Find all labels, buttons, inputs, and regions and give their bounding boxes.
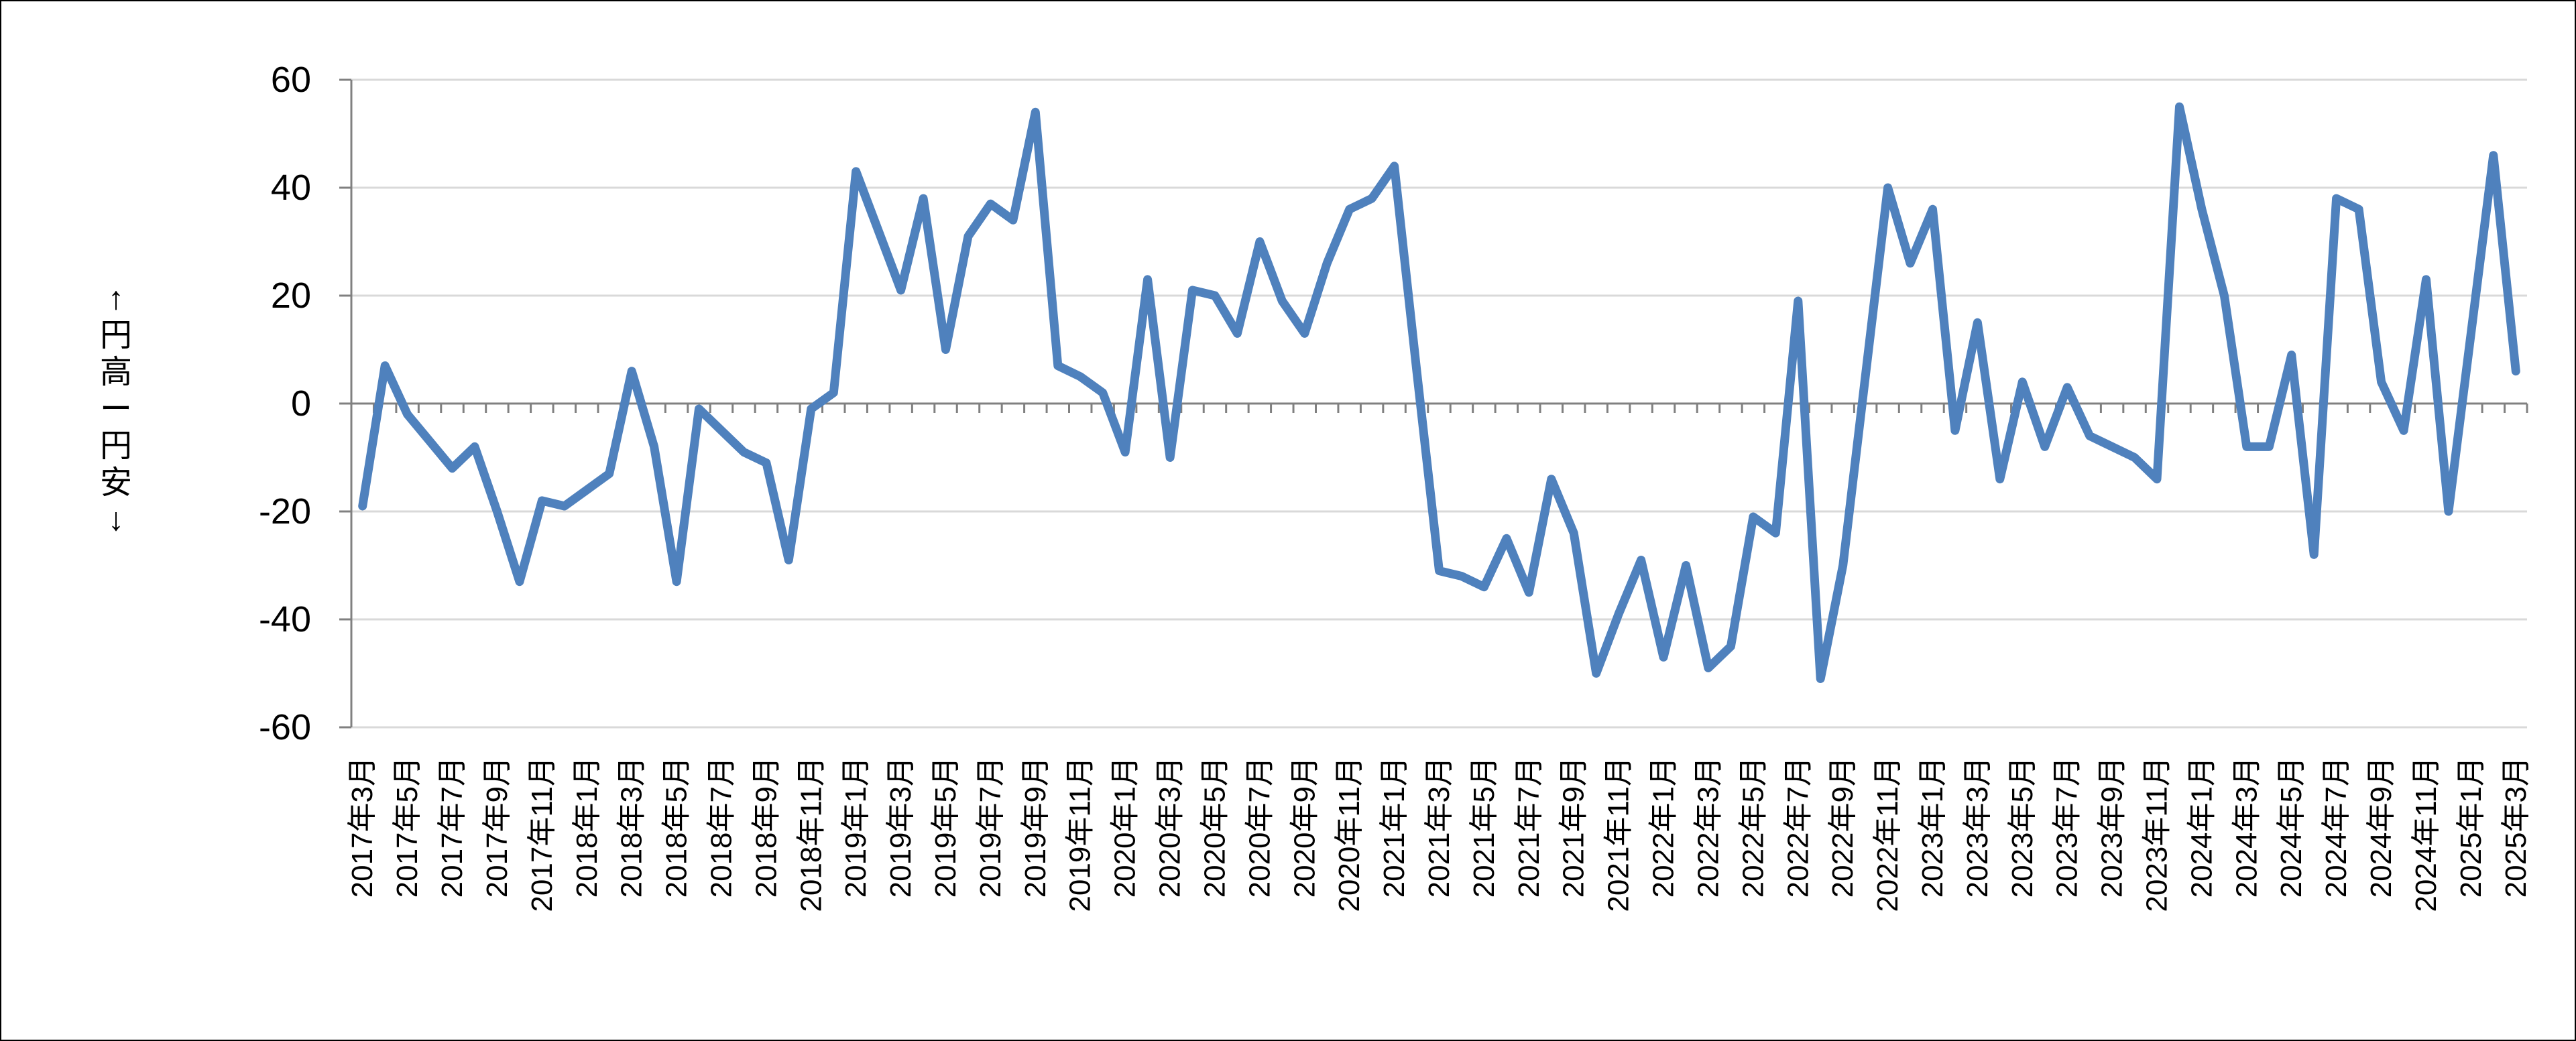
x-tick-label: 2021年7月 [1513, 757, 1545, 898]
x-tick-label: 2017年5月 [391, 757, 424, 898]
x-tick-label: 2024年7月 [2320, 757, 2353, 898]
x-tick-label: 2019年3月 [884, 757, 917, 898]
y-tick-label: 0 [291, 383, 311, 424]
x-tick-label: 2021年9月 [1558, 757, 1590, 898]
x-tick-label: 2018年11月 [795, 757, 827, 912]
x-tick-label: 2021年11月 [1602, 757, 1635, 912]
y-tick-label: 60 [271, 60, 311, 100]
x-tick-label: 2018年3月 [616, 757, 648, 898]
x-tick-label: 2022年5月 [1737, 757, 1769, 898]
x-tick-label: 2018年1月 [571, 757, 603, 898]
x-tick-label: 2023年3月 [1961, 757, 1994, 898]
x-tick-label: 2022年11月 [1871, 757, 1904, 912]
x-tick-label: 2024年11月 [2410, 757, 2443, 912]
x-tick-label: 2023年9月 [2096, 757, 2129, 898]
x-tick-label: 2018年5月 [660, 757, 693, 898]
y-tick-label: 20 [271, 275, 311, 316]
x-tick-label: 2018年7月 [705, 757, 738, 898]
x-tick-label: 2020年9月 [1288, 757, 1321, 898]
x-tick-label: 2017年7月 [436, 757, 469, 898]
x-tick-label: 2022年1月 [1647, 757, 1680, 898]
x-tick-label: 2020年11月 [1333, 757, 1366, 912]
x-tick-label: 2023年1月 [1916, 757, 1949, 898]
x-tick-label: 2025年1月 [2455, 757, 2487, 898]
x-tick-label: 2021年5月 [1468, 757, 1501, 898]
x-tick-label: 2020年1月 [1109, 757, 1142, 898]
x-tick-label: 2017年3月 [346, 757, 379, 898]
y-axis-title: ↑円高ー円安↓ [99, 281, 132, 538]
x-tick-label: 2019年5月 [929, 757, 962, 898]
x-tick-label: 2019年11月 [1064, 757, 1097, 912]
data-line [358, 102, 2520, 683]
x-tick-label: 2023年11月 [2141, 757, 2174, 912]
x-tick-label: 2019年7月 [974, 757, 1007, 898]
y-tick-label: -40 [259, 599, 311, 639]
x-tick-label: 2020年7月 [1243, 757, 1276, 898]
x-tick-label: 2024年5月 [2275, 757, 2308, 898]
x-tick-label: 2018年9月 [750, 757, 782, 898]
x-tick-label: 2017年9月 [481, 757, 514, 898]
x-tick-label: 2024年3月 [2230, 757, 2263, 898]
x-tick-label: 2019年1月 [839, 757, 872, 898]
x-tick-label: 2022年9月 [1826, 757, 1859, 898]
x-tick-label: 2023年7月 [2051, 757, 2084, 898]
x-tick-label: 2021年3月 [1423, 757, 1456, 898]
x-tick-label: 2019年9月 [1019, 757, 1052, 898]
x-tick-label: 2022年3月 [1692, 757, 1724, 898]
x-tick-label: 2020年5月 [1198, 757, 1231, 898]
x-tick-label: 2025年3月 [2500, 757, 2532, 898]
y-tick-label: 40 [271, 168, 311, 208]
x-tick-label: 2020年3月 [1154, 757, 1187, 898]
x-tick-label: 2017年11月 [526, 757, 559, 912]
x-tick-label: 2023年5月 [2006, 757, 2039, 898]
y-tick-label: -60 [259, 707, 311, 747]
x-tick-label: 2021年1月 [1378, 757, 1411, 898]
x-tick-label: 2024年9月 [2365, 757, 2398, 898]
x-tick-label: 2024年1月 [2185, 757, 2218, 898]
x-tick-label: 2022年7月 [1781, 757, 1814, 898]
y-tick-label: -20 [259, 491, 311, 532]
